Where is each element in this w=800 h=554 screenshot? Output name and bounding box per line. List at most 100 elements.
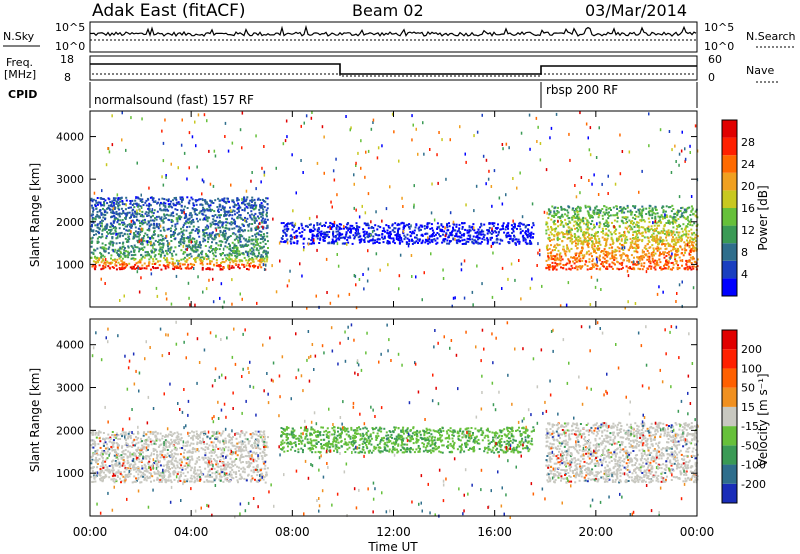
range-cell	[130, 216, 132, 219]
noise-cell	[588, 148, 591, 152]
range-cell	[112, 197, 115, 200]
range-cell	[368, 239, 371, 242]
noise-cell	[454, 296, 456, 300]
range-cell	[436, 228, 439, 230]
range-cell	[100, 204, 103, 207]
range-cell	[647, 239, 650, 242]
range-cell	[636, 256, 639, 259]
range-cell	[191, 229, 194, 232]
range-cell	[522, 223, 525, 226]
range-cell	[661, 217, 664, 220]
range-cell	[167, 203, 170, 206]
range-cell	[129, 225, 132, 228]
range-cell	[159, 255, 162, 258]
range-cell	[676, 253, 679, 256]
range-cell	[151, 199, 154, 201]
range-cell	[256, 215, 259, 218]
noise-cell	[294, 222, 297, 226]
range-cell	[180, 237, 183, 240]
range-cell	[208, 216, 211, 219]
range-cell	[97, 215, 100, 218]
range-cell	[436, 226, 439, 229]
noise-cell	[357, 151, 359, 155]
range-cell	[394, 222, 397, 225]
noise-cell	[543, 210, 546, 214]
range-cell	[621, 261, 624, 264]
range-cell	[207, 240, 209, 243]
range-cell	[196, 229, 199, 231]
range-cell	[289, 240, 292, 243]
range-cell	[106, 207, 108, 210]
range-cell	[365, 222, 368, 225]
range-cell	[247, 204, 250, 207]
range-cell	[365, 231, 368, 234]
range-cell	[574, 220, 577, 223]
range-cell	[586, 243, 589, 246]
range-cell	[641, 232, 643, 235]
range-cell	[214, 247, 217, 250]
range-cell	[131, 265, 134, 268]
range-cell	[338, 235, 341, 238]
range-cell	[141, 198, 144, 201]
range-cell	[243, 245, 246, 247]
range-cell	[507, 231, 510, 234]
range-cell	[142, 204, 145, 206]
range-cell	[100, 222, 103, 225]
range-cell	[545, 229, 548, 232]
range-cell	[652, 229, 655, 232]
range-cell	[597, 231, 599, 233]
range-cell	[187, 201, 190, 204]
range-cell	[130, 206, 132, 209]
range-cell	[242, 263, 245, 266]
range-cell	[189, 212, 192, 215]
range-cell	[222, 221, 225, 224]
range-cell	[655, 208, 658, 211]
range-cell	[259, 247, 262, 250]
range-cell	[601, 261, 604, 263]
range-cell	[386, 240, 389, 242]
noise-cell	[263, 145, 265, 148]
range-cell	[685, 249, 688, 252]
noise-cell	[140, 276, 142, 280]
range-cell	[279, 240, 282, 243]
range-cell	[182, 241, 184, 244]
range-cell	[151, 244, 154, 247]
range-cell	[216, 248, 219, 251]
range-cell	[201, 204, 204, 207]
range-cell	[660, 239, 663, 242]
range-cell	[251, 256, 254, 259]
range-cell	[250, 213, 253, 216]
range-cell	[166, 263, 169, 266]
range-cell	[215, 261, 218, 264]
noise-cell	[364, 175, 366, 179]
range-cell	[151, 235, 153, 238]
range-cell	[150, 215, 153, 218]
range-cell	[182, 263, 184, 266]
noise-cell	[387, 225, 390, 229]
range-cell	[526, 224, 529, 227]
range-cell	[634, 263, 637, 266]
range-cell	[134, 226, 137, 229]
range-cell	[245, 431, 248, 434]
range-cell	[662, 231, 664, 234]
range-cell	[562, 248, 564, 251]
range-cell	[548, 213, 551, 216]
noise-cell	[286, 241, 289, 245]
range-cell	[282, 240, 285, 243]
range-cell	[313, 224, 315, 227]
range-cell	[311, 241, 314, 244]
range-cell	[592, 258, 595, 261]
noise-cell	[139, 209, 141, 213]
noise-cell	[370, 220, 372, 224]
range-cell	[385, 224, 388, 227]
range-cell	[113, 215, 115, 218]
range-cell	[231, 199, 234, 202]
range-cell	[548, 268, 551, 271]
range-cell	[616, 220, 619, 223]
noise-cell	[624, 306, 626, 310]
range-cell	[191, 266, 194, 269]
range-cell	[632, 267, 635, 270]
noise-cell	[615, 238, 618, 242]
range-cell	[524, 225, 527, 228]
range-cell	[204, 214, 207, 217]
